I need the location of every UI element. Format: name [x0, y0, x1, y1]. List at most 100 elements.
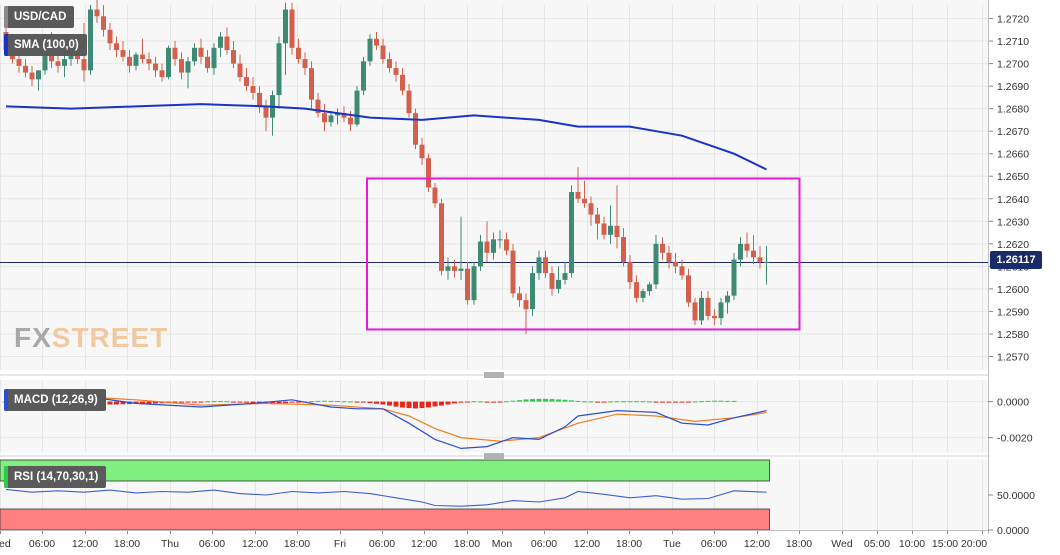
- macd-histogram-bar: [413, 401, 418, 409]
- y-tick-label: 1.2620: [997, 239, 1029, 251]
- panel-resize-handle[interactable]: [484, 453, 504, 459]
- candle-body: [562, 273, 568, 280]
- macd-histogram-bar: [361, 401, 366, 403]
- sma-line: [5, 103, 767, 171]
- macd-histogram-bar: [270, 401, 275, 405]
- candle-body: [218, 36, 223, 48]
- candle-body: [426, 158, 431, 188]
- candle-body: [101, 16, 106, 30]
- candle-body: [445, 266, 451, 271]
- macd-label[interactable]: MACD (12,26,9): [4, 389, 106, 411]
- macd-histogram-bar: [712, 400, 717, 402]
- x-tick-label: 18:00: [786, 538, 812, 550]
- candle-body: [556, 279, 561, 289]
- y-tick-label: 1.2640: [997, 194, 1029, 206]
- sma-label[interactable]: SMA (100,0): [4, 34, 87, 56]
- y-tick-label: 1.2690: [997, 81, 1029, 93]
- candle-body: [127, 56, 132, 66]
- rsi-oversold-band: [0, 508, 770, 531]
- macd-histogram-bar: [283, 401, 288, 404]
- macd-histogram-bar: [237, 401, 243, 403]
- macd-histogram-bar: [543, 398, 548, 402]
- candle-body: [231, 50, 236, 64]
- candle-body: [725, 295, 730, 303]
- macd-histogram-bar: [309, 401, 314, 403]
- candle-body: [400, 74, 405, 91]
- rsi-label[interactable]: RSI (14,70,30,1): [4, 466, 107, 488]
- macd-histogram-bar: [686, 401, 691, 403]
- macd-histogram-bar: [432, 401, 438, 407]
- candle-body: [549, 273, 555, 289]
- candle-body: [419, 144, 425, 159]
- panel-resize-handle[interactable]: [484, 372, 504, 378]
- macd-histogram-bar: [523, 399, 529, 402]
- macd-histogram-bar: [224, 401, 230, 403]
- candle-body: [458, 268, 464, 271]
- candle-body: [757, 257, 763, 262]
- macd-histogram-bar: [393, 401, 399, 407]
- rsi-tick-label: 0.0000: [997, 525, 1029, 537]
- candle-body: [23, 65, 28, 73]
- candle-body: [536, 257, 542, 274]
- macd-histogram-bar: [471, 401, 477, 403]
- rsi-color-swatch: [4, 466, 8, 488]
- x-tick-label: 06:00: [29, 538, 55, 550]
- candle-body: [413, 113, 418, 145]
- macd-histogram-bar: [497, 401, 503, 403]
- macd-histogram-bar: [614, 401, 620, 403]
- x-tick-label: 06:00: [701, 538, 727, 550]
- macd-histogram-bar: [179, 401, 184, 403]
- macd-histogram-bar: [374, 401, 379, 404]
- macd-histogram-bar: [445, 401, 451, 405]
- candle-body: [192, 47, 197, 62]
- macd-histogram-bar: [491, 401, 496, 403]
- candle-body: [107, 29, 113, 44]
- candle-body: [185, 61, 191, 73]
- macd-histogram-bar: [133, 401, 139, 404]
- rsi-text: RSI (14,70,30,1): [14, 471, 99, 483]
- candle-body: [62, 59, 67, 66]
- y-tick-label: 1.2650: [997, 171, 1029, 183]
- fxstreet-logo: FXSTREET: [14, 322, 168, 354]
- x-tick-label: Wed: [0, 538, 11, 550]
- macd-histogram-bar: [276, 401, 282, 404]
- macd-histogram-bar: [666, 401, 672, 403]
- macd-histogram-bar: [198, 401, 204, 403]
- macd-histogram-bar: [458, 401, 464, 403]
- sma-color-swatch: [4, 34, 8, 56]
- macd-histogram-bar: [465, 401, 470, 403]
- macd-histogram-bar: [569, 400, 574, 402]
- x-tick-label: 18:00: [284, 538, 310, 550]
- candle-body: [166, 47, 171, 78]
- y-tick-label: 1.2660: [997, 149, 1029, 161]
- candle-body: [328, 115, 334, 123]
- candle-body: [653, 243, 659, 285]
- candle-body: [432, 187, 438, 204]
- candle-body: [634, 282, 639, 298]
- candle-body: [569, 192, 574, 274]
- y-tick-label: 1.2710: [997, 36, 1029, 48]
- macd-histogram-bar: [653, 401, 659, 403]
- candle-body: [686, 275, 691, 303]
- x-tick-label: Tue: [663, 538, 681, 550]
- y-tick-label: 1.2600: [997, 284, 1029, 296]
- macd-histogram-bar: [367, 401, 373, 404]
- candle-body: [588, 203, 594, 215]
- macd-histogram-bar: [679, 401, 685, 403]
- macd-histogram-bar: [718, 400, 724, 402]
- macd-histogram-bar: [556, 399, 561, 402]
- macd-histogram-bar: [692, 401, 698, 403]
- x-tick-label: 12:00: [242, 538, 268, 550]
- candle-body: [582, 198, 587, 204]
- macd-histogram-bar: [725, 400, 730, 402]
- candle-body: [497, 239, 503, 241]
- candle-body: [660, 243, 665, 253]
- macd-histogram-bar: [484, 401, 490, 403]
- macd-text: MACD (12,26,9): [14, 394, 98, 406]
- x-tick-label: 12:00: [72, 538, 98, 550]
- x-tick-label: 12:00: [411, 538, 437, 550]
- y-tick-label: 1.2670: [997, 126, 1029, 138]
- macd-histogram-bar: [549, 399, 555, 402]
- macd-histogram-bar: [380, 401, 386, 405]
